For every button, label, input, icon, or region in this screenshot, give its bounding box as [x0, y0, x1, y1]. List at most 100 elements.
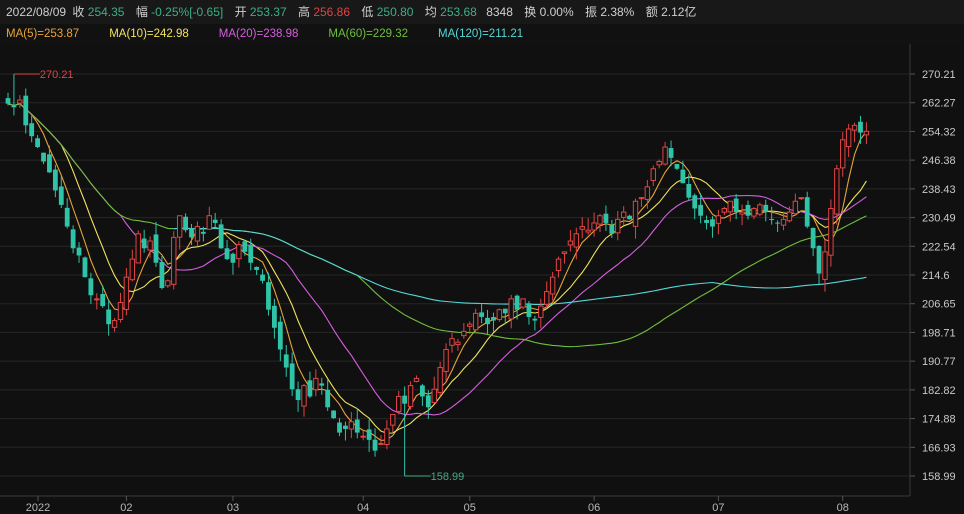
- candle-body: [485, 317, 490, 325]
- candle-body: [372, 439, 378, 451]
- candlestick-chart[interactable]: 270.21 262.27 254.32 246.38 238.43 230.49 222.…: [0, 44, 964, 514]
- amount-label: 额: [645, 5, 658, 19]
- close-value: 254.35: [87, 5, 125, 19]
- x-tick-label: 08: [837, 502, 849, 514]
- candle-body: [810, 227, 816, 249]
- candle-body: [425, 395, 431, 408]
- x-tick-label: 04: [357, 502, 369, 514]
- candle-body: [41, 152, 46, 162]
- volume-value: 8348: [486, 5, 513, 19]
- amplitude-label: 振: [584, 5, 597, 19]
- candle-body: [508, 298, 514, 320]
- high-label: 高: [297, 5, 310, 19]
- ma20-legend: MA(20)=238.98: [218, 28, 299, 40]
- candle-body: [632, 200, 639, 227]
- candle-body: [319, 383, 325, 386]
- candle-body: [189, 228, 194, 238]
- candle-body: [153, 234, 159, 263]
- candle-body: [236, 244, 242, 260]
- candle-body: [183, 216, 188, 231]
- quote-info-bar: 2022/08/09 收 254.35 幅 -0.25%[-0.65] 开 25…: [0, 0, 964, 24]
- candle-body: [378, 442, 384, 445]
- candle-body: [348, 421, 355, 430]
- close-label: 收: [72, 5, 85, 19]
- candle-body: [532, 318, 538, 321]
- candle-body: [680, 169, 686, 184]
- min-price-label: 158.99: [431, 471, 465, 483]
- candle-body: [212, 219, 218, 223]
- candle-body: [461, 330, 467, 337]
- candle-body: [437, 367, 443, 394]
- low-value: 250.80: [376, 5, 414, 19]
- candle-body: [111, 320, 118, 328]
- candle-body: [834, 168, 840, 215]
- candle-body: [218, 224, 224, 249]
- candle-body: [206, 215, 212, 230]
- y-tick-label: 230.49: [922, 213, 956, 225]
- candle-body: [431, 388, 437, 403]
- candle-body: [123, 276, 130, 310]
- moving-average-lines: [7, 103, 867, 442]
- y-tick-label: 270.21: [922, 69, 956, 81]
- candle-body: [390, 414, 396, 426]
- x-tick-label: 05: [464, 502, 476, 514]
- candle-body: [159, 261, 165, 289]
- candle-body: [141, 238, 147, 249]
- candles: [5, 74, 870, 476]
- y-tick-label: 214.6: [922, 270, 950, 282]
- candle-body: [644, 186, 651, 200]
- open-label: 开: [234, 5, 247, 19]
- candle-body: [17, 99, 23, 104]
- candle-body: [804, 197, 810, 227]
- candle-body: [443, 348, 449, 372]
- max-price-label: 270.21: [40, 69, 74, 81]
- candle-body: [343, 425, 348, 429]
- candle-body: [337, 422, 342, 433]
- moving-average-legend: MA(5)=253.87 MA(10)=242.98 MA(20)=238.98 MA…: [0, 24, 964, 44]
- candle-body: [47, 154, 52, 173]
- change-value: -0.25%[-0.65]: [151, 5, 224, 19]
- candle-body: [585, 229, 591, 233]
- candle-body: [496, 309, 503, 320]
- candle-body: [739, 211, 745, 215]
- y-tick-label: 262.27: [922, 98, 956, 110]
- y-tick-label: 158.99: [922, 471, 956, 483]
- candle-body: [526, 303, 532, 317]
- open-value: 253.37: [249, 5, 287, 19]
- candle-body: [851, 124, 858, 131]
- candle-body: [88, 278, 94, 296]
- y-tick-label: 238.43: [922, 184, 956, 196]
- candle-body: [64, 207, 70, 227]
- candle-body: [769, 219, 775, 221]
- candle-body: [407, 385, 414, 407]
- candle-body: [354, 419, 360, 433]
- candle-body: [58, 186, 64, 205]
- y-tick-label: 174.88: [922, 414, 956, 426]
- candle-body: [29, 123, 35, 137]
- candle-body: [514, 295, 520, 310]
- low-label: 低: [361, 5, 374, 19]
- x-tick-label: 07: [712, 502, 724, 514]
- candle-body: [828, 207, 834, 256]
- y-tick-label: 246.38: [922, 155, 956, 167]
- candle-body: [491, 317, 496, 321]
- quote-date: 2022/08/09: [6, 5, 67, 19]
- candle-body: [200, 231, 206, 234]
- candle-body: [549, 276, 556, 295]
- candle-body: [520, 298, 526, 308]
- candle-body: [224, 248, 230, 260]
- candle-body: [591, 222, 597, 231]
- y-tick-label: 190.77: [922, 356, 956, 368]
- candle-body: [366, 429, 372, 440]
- candle-body: [579, 226, 585, 230]
- candle-body: [455, 341, 461, 346]
- candle-body: [686, 184, 692, 198]
- y-tick-label: 198.71: [922, 327, 956, 339]
- candle-body: [467, 323, 473, 327]
- candle-body: [396, 395, 402, 412]
- candle-body: [721, 207, 728, 213]
- turnover-label: 换: [524, 5, 537, 19]
- candle-body: [727, 200, 733, 213]
- candle-body: [555, 258, 562, 272]
- candle-body: [798, 197, 804, 200]
